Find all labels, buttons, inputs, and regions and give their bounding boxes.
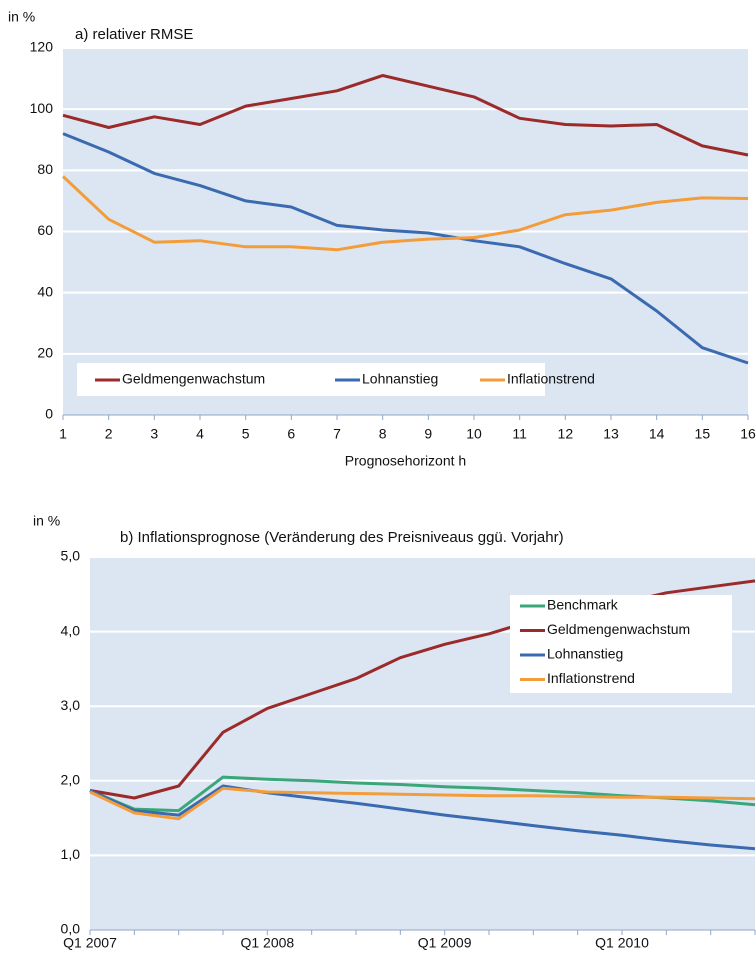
series-line [61,175,749,252]
x-tick-label: 10 [466,426,482,442]
legend-label: Lohnanstieg [362,371,438,387]
y-tick-label: 40 [37,283,53,299]
x-tick-label: 1 [59,426,67,442]
y-tick-label: 4,0 [61,622,81,638]
x-tick-label: 6 [287,426,295,442]
y-tick-label: 80 [37,161,53,177]
y-tick-label: 1,0 [61,846,81,862]
x-tick-label: 15 [695,426,711,442]
legend-label: Inflationstrend [507,371,595,387]
y-tick-label: 100 [30,100,54,116]
legend-label: Geldmengenwachstum [122,371,265,387]
x-tick-label: 8 [379,426,387,442]
x-tick-label: Q1 2010 [595,935,649,950]
series-line [89,784,756,851]
x-tick-label: 2 [105,426,113,442]
x-tick-label: 16 [740,426,756,442]
chart-title: a) relativer RMSE [75,26,193,43]
x-tick-label: 12 [558,426,574,442]
legend-label: Benchmark [547,597,619,613]
legend [510,595,732,693]
x-tick-label: 14 [649,426,665,442]
x-tick-label: 13 [603,426,619,442]
x-tick-label: 7 [333,426,341,442]
x-tick-label: 3 [150,426,158,442]
legend [77,363,545,396]
series-line [62,74,749,157]
x-tick-label: Q1 2009 [418,935,472,950]
x-tick-label: Q1 2008 [240,935,294,950]
y-tick-label: 60 [37,222,53,238]
legend-label: Geldmengenwachstum [547,621,690,637]
y-unit: in % [8,9,35,25]
chart-title: b) Inflationsprognose (Veränderung des P… [120,529,564,546]
y-tick-label: 2,0 [61,772,81,788]
y-tick-label: 3,0 [61,697,81,713]
y-tick-label: 0,0 [61,921,81,937]
y-tick-label: 120 [30,39,54,55]
x-axis-label: Prognosehorizont h [345,453,466,469]
legend-label: Inflationstrend [547,670,635,686]
y-unit: in % [33,513,60,529]
series-line [89,786,756,821]
legend-label: Lohnanstieg [547,646,623,662]
x-tick-label: 9 [424,426,432,442]
x-tick-label: 11 [512,426,527,442]
y-tick-label: 5,0 [61,548,81,564]
x-tick-label: Q1 2007 [63,935,117,950]
series-line [62,132,749,365]
x-tick-label: 4 [196,426,204,442]
y-tick-label: 20 [37,345,53,361]
y-tick-label: 0 [45,406,53,422]
x-tick-label: 5 [242,426,250,442]
